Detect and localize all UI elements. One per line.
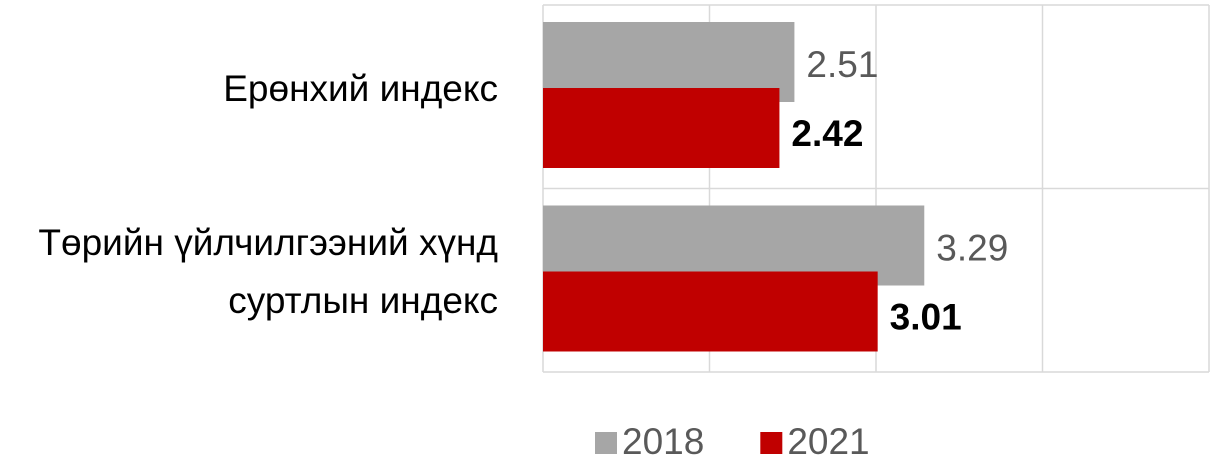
value-label: 2.51 <box>806 44 878 85</box>
legend-label: 2021 <box>787 421 869 462</box>
bar <box>543 271 878 352</box>
legend-label: 2018 <box>622 421 704 462</box>
value-label: 3.29 <box>936 227 1008 268</box>
category-label: Төрийн үйлчилгээний хүнд суртлын индекс <box>38 222 498 322</box>
value-label: 3.01 <box>890 296 962 337</box>
category-label: Ерөнхий индекс <box>223 67 498 109</box>
bar <box>543 88 780 168</box>
value-label: 2.42 <box>791 113 863 154</box>
legend-swatch <box>595 432 617 454</box>
legend-swatch <box>760 432 783 454</box>
